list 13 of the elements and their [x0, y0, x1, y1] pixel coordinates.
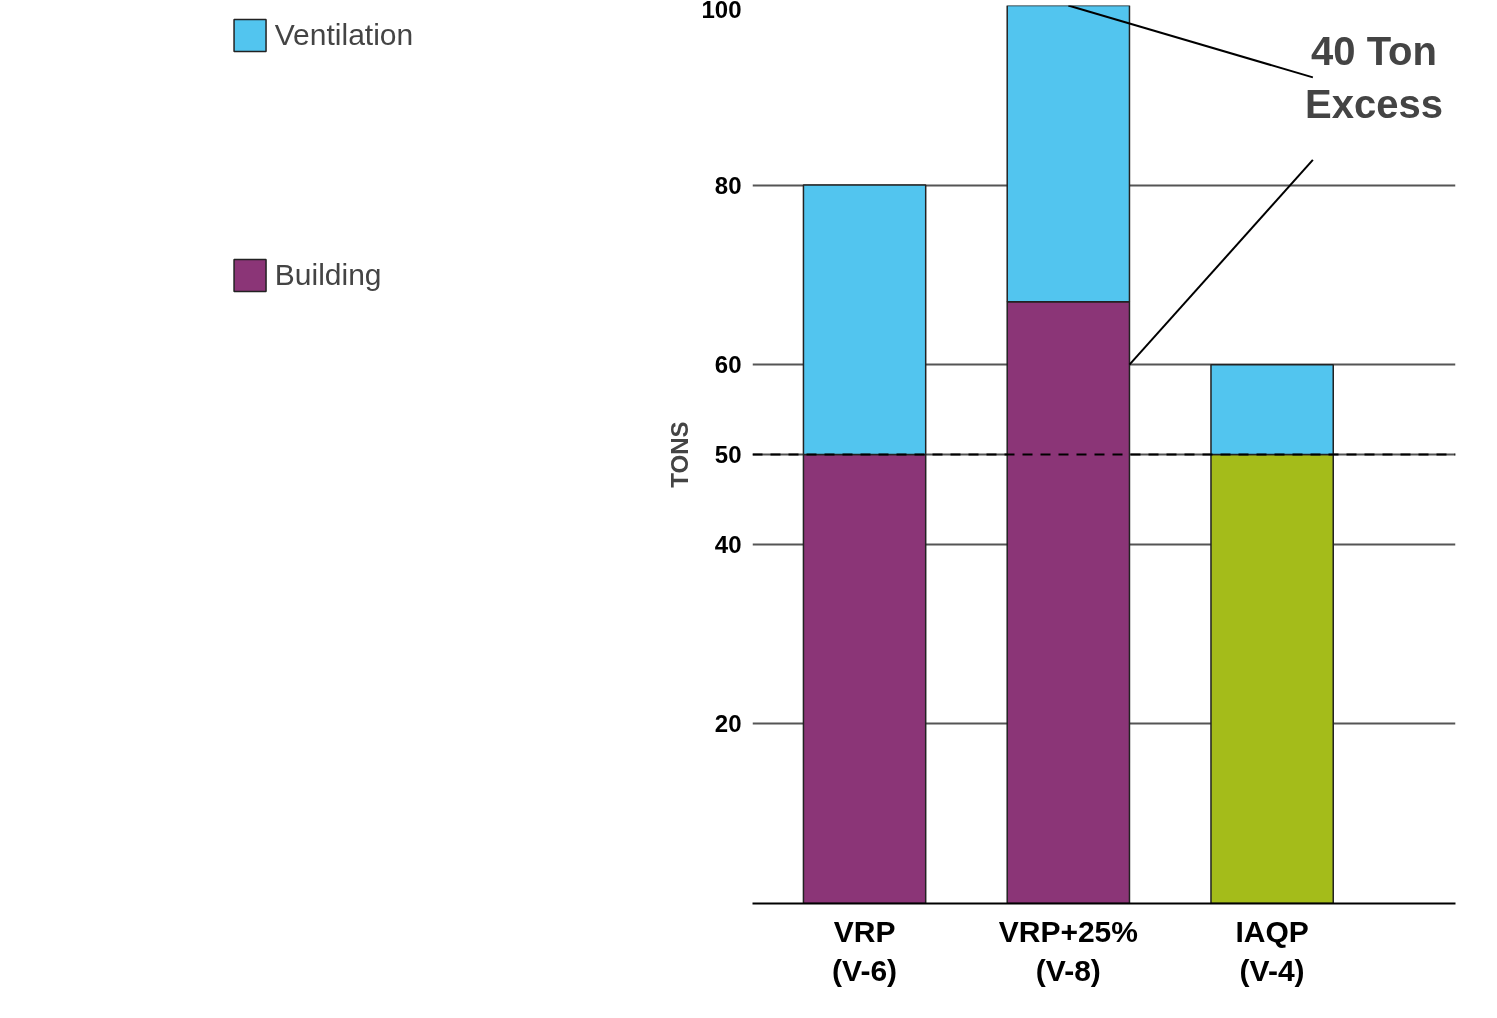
y-tick-label: 100: [701, 0, 742, 23]
y-tick-label: 80: [714, 171, 742, 199]
x-tick-label: VRP+25% (V-8): [998, 914, 1138, 988]
x-tick-label: IAQP (V-4): [1235, 914, 1309, 988]
y-tick-label: 60: [714, 351, 742, 379]
legend-label: Ventilation: [274, 18, 414, 52]
x-tick-label: VRP (V-6): [832, 914, 898, 988]
legend-label: Building: [274, 258, 382, 292]
annotation: 40 Ton Excess: [1305, 28, 1443, 126]
y-axis-title: TONS: [666, 421, 694, 488]
y-tick-label: 40: [714, 530, 742, 558]
y-tick-label: 50: [714, 441, 742, 468]
y-tick-label: 20: [714, 710, 742, 738]
